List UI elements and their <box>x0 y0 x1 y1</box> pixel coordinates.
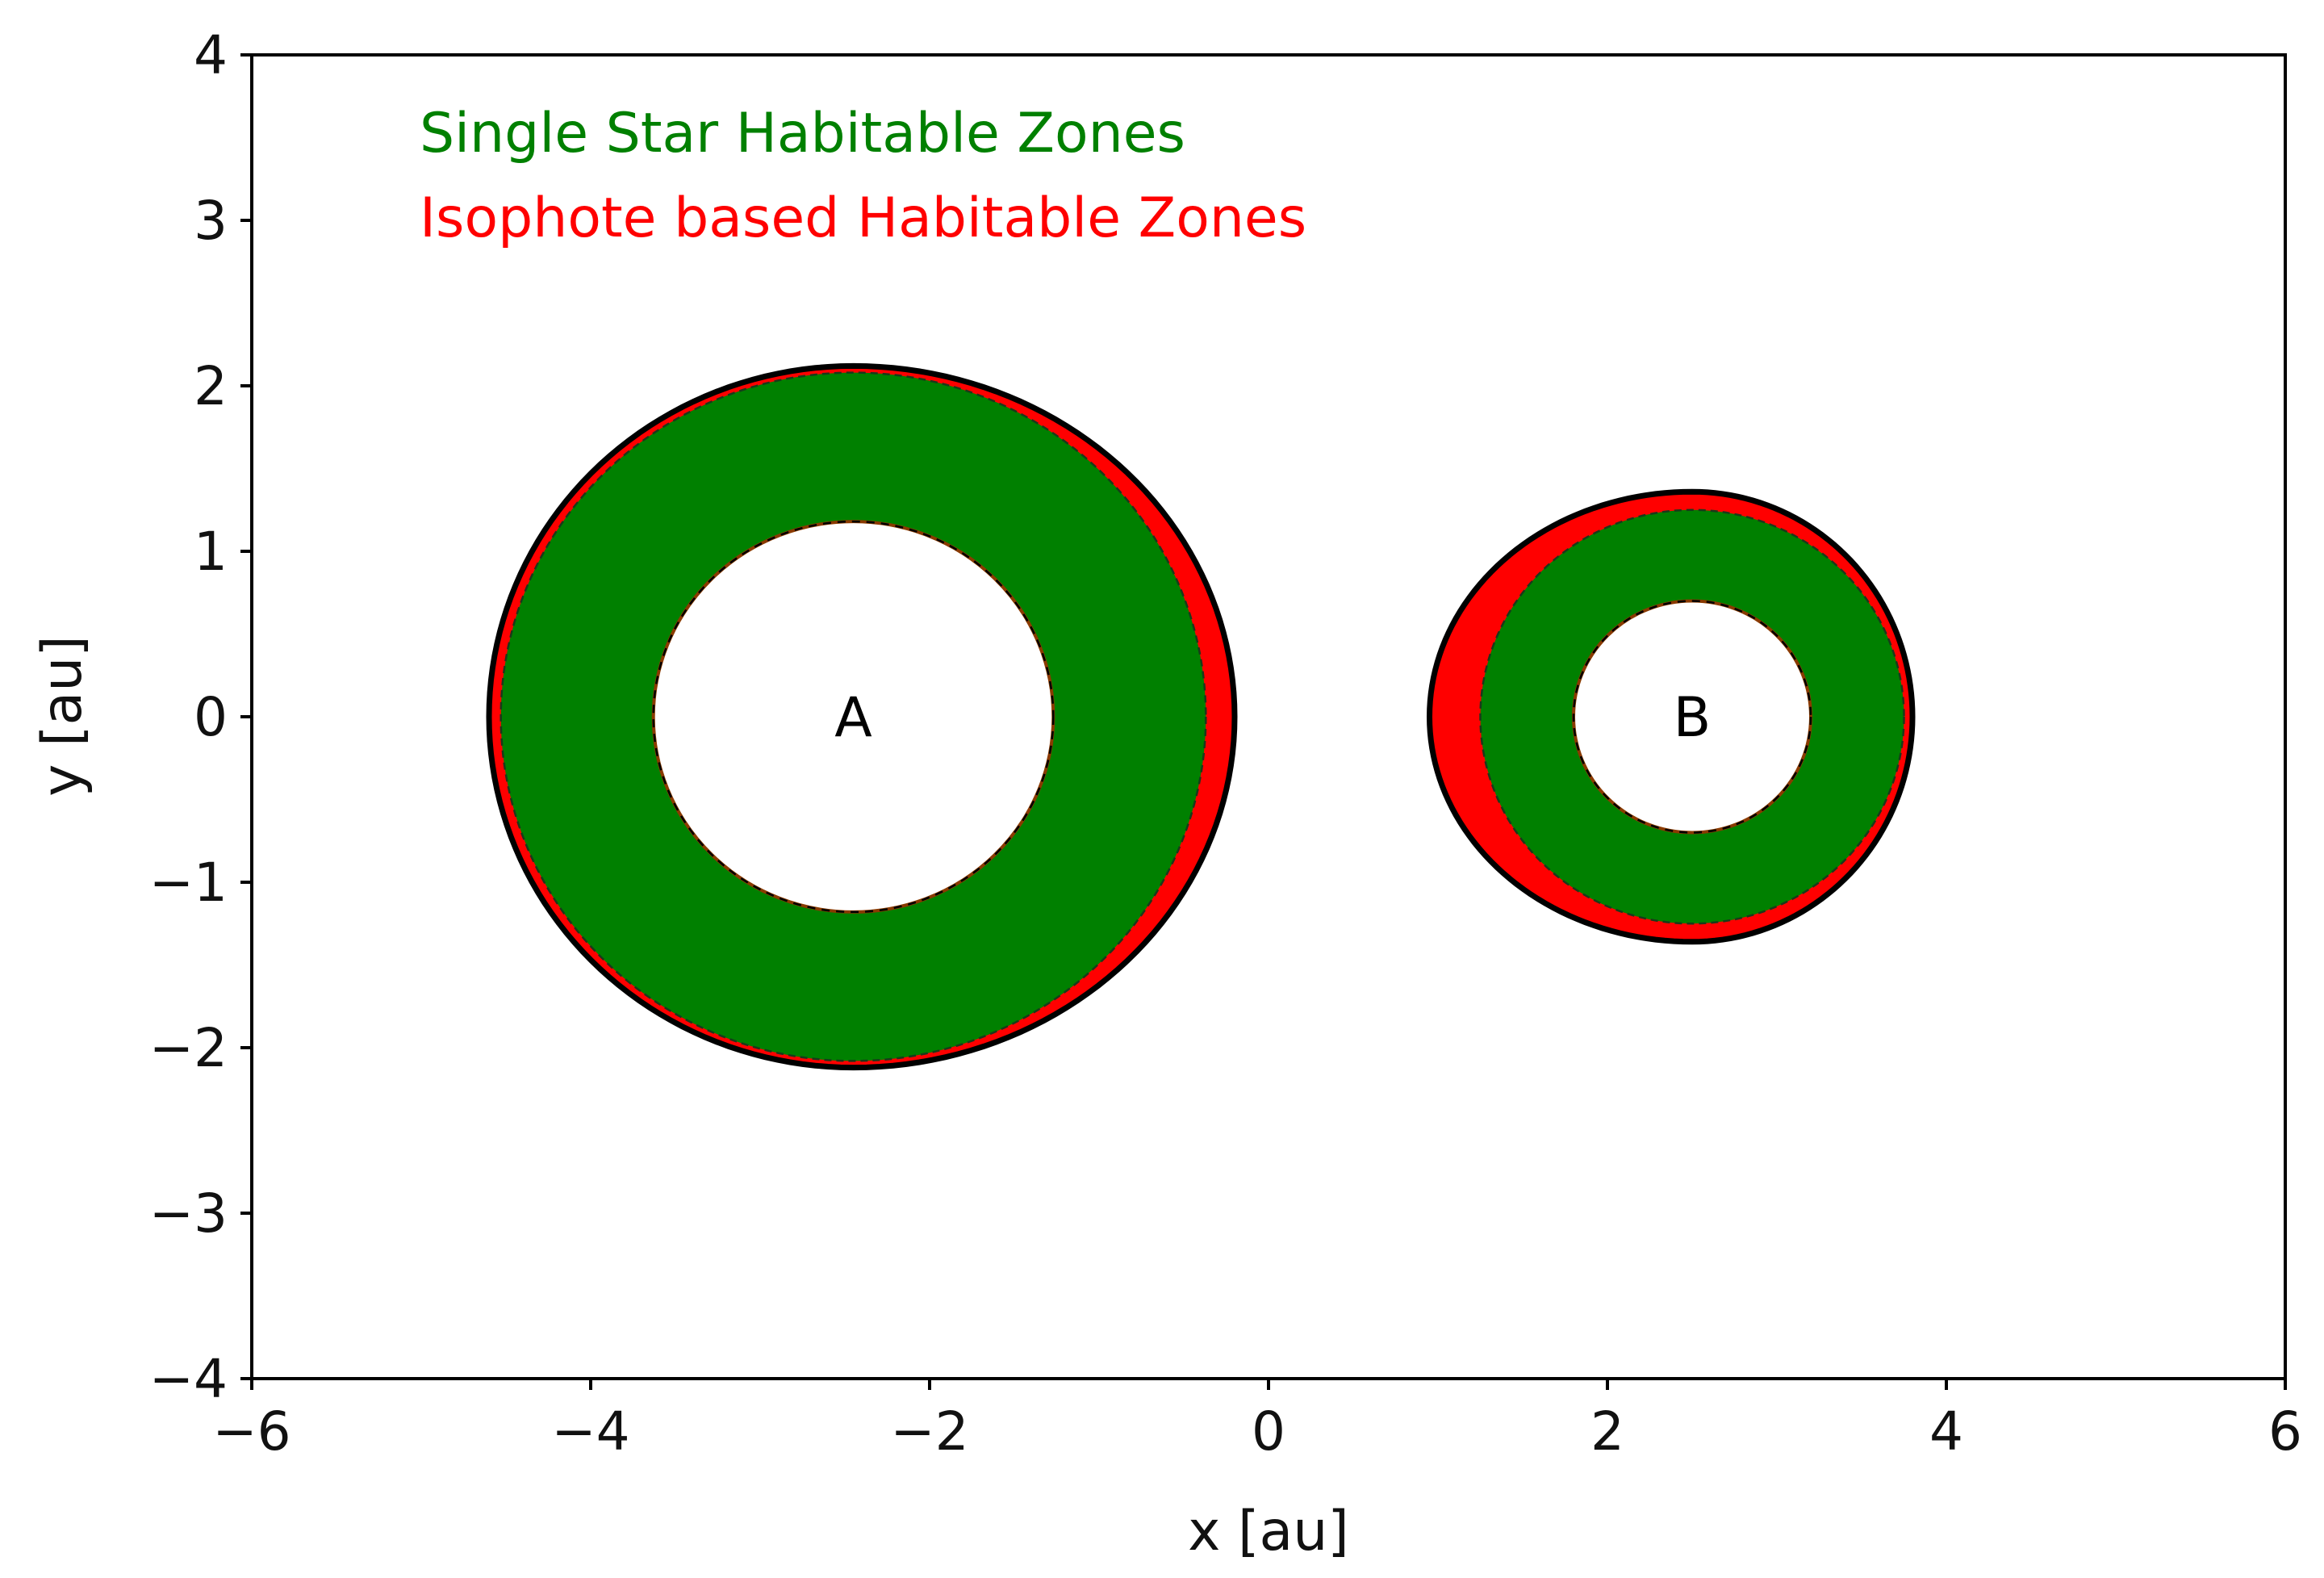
legend: Single Star Habitable Zones Isophote bas… <box>420 102 1306 250</box>
star-a-zones: A <box>486 362 1238 1071</box>
star-label-a: A <box>834 686 872 750</box>
legend-entry-single-star: Single Star Habitable Zones <box>420 102 1185 165</box>
x-tick-label: 2 <box>1590 1400 1624 1463</box>
x-tick-label: 4 <box>1929 1400 1963 1463</box>
x-tick-label: −6 <box>212 1400 290 1463</box>
y-axis-label: y [au] <box>31 635 94 797</box>
inner-boundary-dashed-a <box>652 520 1055 914</box>
inner-boundary-dashed-b <box>1572 600 1812 834</box>
x-tick-label: −2 <box>890 1400 968 1463</box>
y-tick-label: −2 <box>149 1017 228 1079</box>
y-tick-label: 4 <box>194 24 228 86</box>
legend-entry-isophote: Isophote based Habitable Zones <box>420 186 1306 250</box>
y-tick-label: −4 <box>149 1348 228 1410</box>
y-tick-label: −1 <box>149 852 228 914</box>
x-tick-label: −4 <box>551 1400 629 1463</box>
x-tick-label: 0 <box>1252 1400 1285 1463</box>
y-tick-label: 3 <box>194 190 228 252</box>
x-tick-label: 6 <box>2268 1400 2302 1463</box>
outer-boundary-b <box>1426 488 1916 945</box>
star-b-zones: B <box>1426 488 1916 945</box>
y-tick-label: 2 <box>194 355 228 417</box>
y-tick-label: 1 <box>194 521 228 583</box>
star-label-b: B <box>1674 686 1712 750</box>
x-axis-label: x [au] <box>1188 1500 1349 1563</box>
y-tick-label: −3 <box>149 1182 228 1245</box>
y-tick-label: 0 <box>194 686 228 748</box>
outer-boundary-a <box>486 362 1238 1071</box>
